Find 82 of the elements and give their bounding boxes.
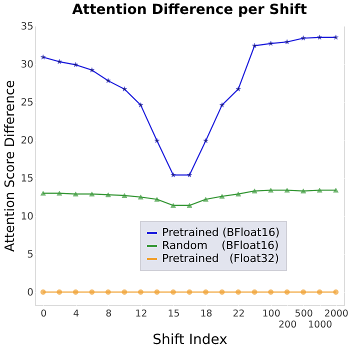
point: [89, 289, 95, 295]
point: [89, 67, 95, 72]
point: [154, 196, 160, 202]
y-axis-title: Attention Score Difference: [2, 80, 18, 252]
point: [72, 289, 78, 295]
point: [236, 86, 241, 92]
point: [56, 190, 62, 196]
point: [333, 289, 339, 295]
y-tick-label: 5: [27, 250, 34, 261]
point: [219, 289, 225, 295]
x-tick-label: 100: [262, 308, 280, 320]
point: [284, 39, 290, 44]
point: [186, 202, 192, 208]
y-tick-label: 25: [20, 98, 34, 109]
y-tick-label: 15: [20, 174, 34, 185]
point: [105, 192, 111, 198]
point: [300, 188, 306, 194]
legend-label: Random (BFloat16): [162, 239, 279, 252]
x-axis-title: Shift Index: [152, 332, 228, 348]
x-tick-label: 12: [135, 308, 148, 320]
point: [186, 172, 192, 178]
point: [138, 194, 144, 200]
point: [122, 193, 128, 198]
point: [105, 289, 111, 295]
point: [56, 289, 62, 295]
point: [203, 196, 209, 202]
point: [89, 192, 95, 196]
point: [316, 188, 322, 193]
point: [300, 35, 306, 40]
point: [138, 102, 144, 108]
point: [170, 172, 176, 178]
x-tick-label: 0: [40, 308, 47, 320]
point: [203, 289, 209, 295]
point: [284, 188, 290, 193]
x-tick-label: 22: [232, 308, 245, 320]
point: [40, 54, 46, 60]
point: [316, 34, 322, 40]
x-tick-label: 8: [106, 308, 112, 320]
x-tick-label: 500: [294, 308, 313, 320]
point: [268, 40, 274, 46]
point: [333, 188, 339, 193]
point: [252, 43, 258, 48]
point: [219, 194, 225, 199]
point: [252, 188, 258, 194]
x-tick-label: 1000: [308, 320, 332, 330]
y-tick-label: 0: [27, 288, 34, 299]
y-tick-label: 30: [20, 60, 34, 71]
x-tick-label: 18: [200, 308, 212, 320]
point: [236, 192, 242, 196]
point: [268, 289, 274, 295]
point: [106, 78, 111, 84]
x-tick-label: 200: [278, 320, 297, 330]
point: [122, 86, 128, 92]
point: [268, 188, 274, 193]
point: [154, 289, 160, 295]
y-tick-label: 35: [20, 22, 34, 32]
legend-label: Pretrained (Float32): [162, 252, 280, 265]
point: [170, 289, 176, 295]
point: [154, 138, 160, 144]
y-tick-label: 20: [20, 136, 34, 147]
point: [316, 289, 322, 295]
point: [40, 289, 46, 295]
point: [138, 289, 144, 295]
point: [252, 289, 258, 295]
chart-title: Attention Difference per Shift: [72, 2, 308, 18]
point: [72, 192, 78, 196]
point: [40, 190, 46, 196]
point: [236, 289, 242, 295]
point: [300, 289, 306, 295]
point: [186, 289, 192, 295]
point: [219, 102, 225, 108]
point: [73, 62, 78, 68]
point: [333, 34, 338, 40]
point: [284, 289, 290, 295]
point: [170, 202, 176, 208]
point: [203, 138, 208, 144]
point: [122, 289, 128, 295]
x-tick-label: 15: [168, 308, 180, 320]
legend-label: Pretrained (BFloat16): [162, 226, 280, 239]
x-tick-label: 2000: [324, 308, 348, 320]
x-tick-label: 4: [73, 308, 80, 320]
y-tick-label: 10: [20, 212, 34, 223]
